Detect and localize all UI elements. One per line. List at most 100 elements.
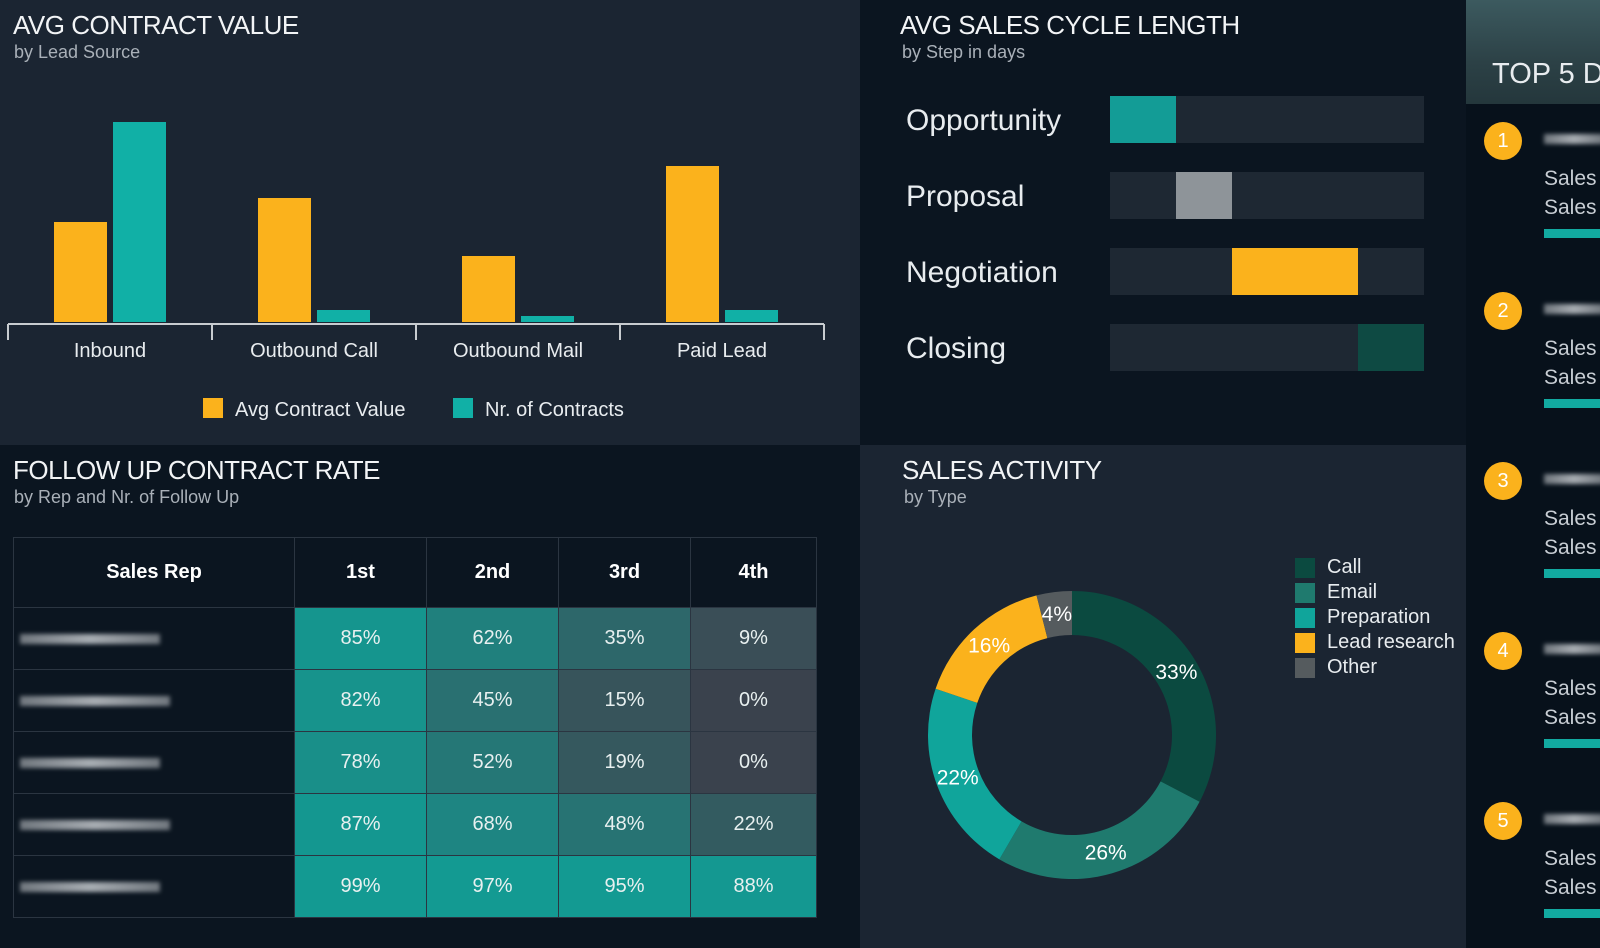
bar-inbound-1[interactable]: [113, 122, 166, 322]
column-header[interactable]: 4th: [690, 537, 817, 608]
legend-item[interactable]: Lead research: [1295, 630, 1455, 655]
bar-outbound-call-0[interactable]: [258, 198, 311, 322]
bar-paid-lead-0[interactable]: [666, 166, 719, 322]
deal-name: [1544, 644, 1600, 654]
rank-badge: 1: [1484, 122, 1522, 160]
donut-legend: Call Email Preparation Lead research Other: [1295, 555, 1455, 680]
slice-label: 4%: [1042, 603, 1072, 626]
panel-subtitle: by Step in days: [902, 42, 1026, 62]
panel-subtitle: by Rep and Nr. of Follow Up: [14, 487, 240, 507]
step-bar[interactable]: [1175, 172, 1233, 219]
deal-progress-bar: [1544, 739, 1600, 748]
bar-outbound-mail-0[interactable]: [462, 256, 515, 322]
bar-paid-lead-1[interactable]: [725, 310, 778, 322]
rate-cell: 19%: [558, 731, 691, 794]
legend-item[interactable]: Other: [1295, 655, 1455, 680]
x-tick-label: Outbound Mail: [453, 340, 583, 362]
rate-cell: 35%: [558, 607, 691, 670]
panel-subtitle: by Type: [904, 487, 967, 507]
rate-cell: 9%: [690, 607, 817, 670]
table-row: 82% 45% 15% 0%: [13, 669, 817, 732]
step-track: [1110, 248, 1424, 295]
rank-badge: 4: [1484, 632, 1522, 670]
donut-slice-email[interactable]: [999, 781, 1200, 879]
rate-cell: 0%: [690, 669, 817, 732]
column-header[interactable]: Sales Rep: [13, 537, 295, 608]
legend-item[interactable]: Email: [1295, 580, 1455, 605]
bar-outbound-call-1[interactable]: [317, 310, 370, 322]
top5-header: [1466, 0, 1600, 104]
step-bar[interactable]: [1358, 324, 1424, 371]
bar-inbound-0[interactable]: [54, 222, 107, 322]
legend-label: Other: [1327, 656, 1378, 678]
legend-swatch: [203, 398, 223, 418]
table-row: 78% 52% 19% 0%: [13, 731, 817, 794]
legend-item[interactable]: Preparation: [1295, 605, 1455, 630]
deal-line-1: Sales: [1544, 337, 1597, 360]
top5-title: TOP 5 D: [1492, 58, 1600, 90]
legend-swatch: [1295, 658, 1315, 678]
follow-up-panel: FOLLOW UP CONTRACT RATE by Rep and Nr. o…: [0, 445, 860, 948]
deal-line-2: Sales: [1544, 536, 1597, 559]
x-tick-label: Outbound Call: [250, 340, 378, 362]
slice-label: 22%: [937, 767, 979, 790]
donut-slice-call[interactable]: [1072, 591, 1216, 802]
panel-subtitle: by Lead Source: [14, 42, 141, 62]
bar-outbound-mail-1[interactable]: [521, 316, 574, 322]
rank-badge: 3: [1484, 462, 1522, 500]
table-row: 99% 97% 95% 88%: [13, 855, 817, 918]
deal-progress-bar: [1544, 229, 1600, 238]
donut-slice-preparation[interactable]: [928, 688, 1022, 860]
donut-slice-lead-research[interactable]: [935, 595, 1048, 703]
sales-activity-donut: 33% 26% 22% 16% 4%: [928, 591, 1216, 879]
deal-name: [1544, 474, 1600, 484]
slice-label: 26%: [1085, 841, 1127, 864]
follow-up-table: Sales Rep 1st 2nd 3rd 4th 85% 62% 35% 9% 82% 45% 15…: [13, 537, 817, 918]
step-bar[interactable]: [1232, 248, 1359, 295]
legend-label: Avg Contract Value: [235, 399, 405, 421]
deal-name: [1544, 134, 1600, 144]
table-row: 85% 62% 35% 9%: [13, 607, 817, 670]
step-track: [1110, 172, 1424, 219]
legend-swatch: [1295, 633, 1315, 653]
legend-swatch: [1295, 558, 1315, 578]
deal-name: [1544, 304, 1600, 314]
sales-rep-name: [13, 669, 295, 732]
deal-line-1: Sales: [1544, 167, 1597, 190]
column-header[interactable]: 1st: [294, 537, 427, 608]
table-row: 87% 68% 48% 22%: [13, 793, 817, 856]
deal-line-1: Sales: [1544, 677, 1597, 700]
slice-label: 16%: [968, 634, 1010, 657]
deal-name: [1544, 814, 1600, 824]
sales-rep-name: [13, 793, 295, 856]
rate-cell: 95%: [558, 855, 691, 918]
step-bar[interactable]: [1110, 96, 1176, 143]
legend-swatch: [1295, 583, 1315, 603]
column-header[interactable]: 2nd: [426, 537, 559, 608]
slice-label: 33%: [1155, 661, 1197, 684]
rate-cell: 87%: [294, 793, 427, 856]
step-track: [1110, 96, 1424, 143]
deal-progress-bar: [1544, 909, 1600, 918]
rank-badge: 5: [1484, 802, 1522, 840]
legend-label: Lead research: [1327, 631, 1455, 653]
column-header[interactable]: 3rd: [558, 537, 691, 608]
rate-cell: 48%: [558, 793, 691, 856]
rate-cell: 82%: [294, 669, 427, 732]
rate-cell: 62%: [426, 607, 559, 670]
donut-slice-other[interactable]: [1036, 591, 1072, 639]
legend-label: Preparation: [1327, 606, 1431, 628]
legend-item[interactable]: Call: [1295, 555, 1455, 580]
panel-title: SALES ACTIVITY: [902, 455, 1102, 485]
panel-title: AVG CONTRACT VALUE: [13, 10, 299, 40]
step-label: Proposal: [906, 180, 1025, 213]
rate-cell: 45%: [426, 669, 559, 732]
rate-cell: 52%: [426, 731, 559, 794]
step-track: [1110, 324, 1424, 371]
contract-bar-chart: Inbound Outbound Call Outbound Mail Paid Le…: [7, 122, 825, 421]
panel-title: FOLLOW UP CONTRACT RATE: [13, 455, 381, 485]
deal-progress-bar: [1544, 399, 1600, 408]
sales-cycle-panel: AVG SALES CYCLE LENGTH by Step in days O…: [860, 0, 1466, 445]
rate-cell: 0%: [690, 731, 817, 794]
legend-swatch: [1295, 608, 1315, 628]
